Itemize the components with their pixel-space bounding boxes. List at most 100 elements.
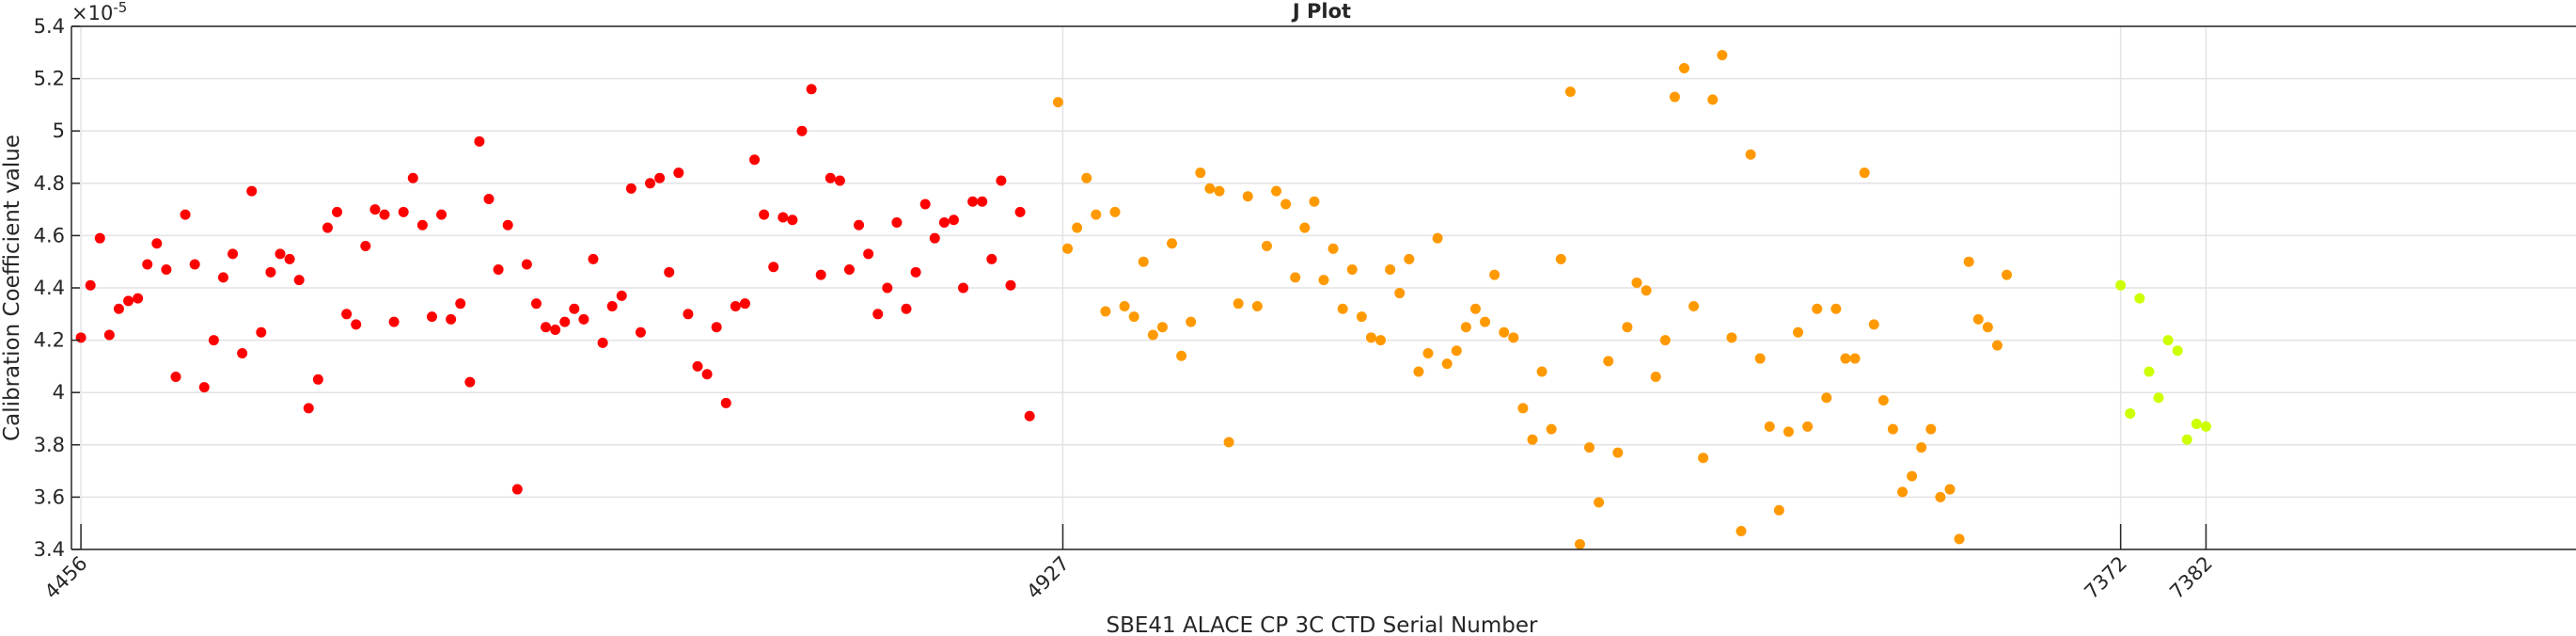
data-point xyxy=(654,172,666,183)
data-point xyxy=(388,316,400,327)
data-point xyxy=(369,204,381,215)
data-point xyxy=(1972,313,1984,325)
data-point xyxy=(1014,206,1026,217)
data-point xyxy=(2144,366,2155,377)
data-point xyxy=(1489,269,1500,280)
data-point xyxy=(720,397,731,408)
data-point xyxy=(1793,326,1804,338)
data-point xyxy=(265,266,276,278)
data-point xyxy=(1290,272,1301,283)
data-point xyxy=(1821,392,1832,404)
data-point xyxy=(416,219,428,231)
data-point xyxy=(360,241,371,252)
x-tick-label: 7382 xyxy=(2165,552,2217,604)
data-point xyxy=(312,374,323,385)
data-point xyxy=(1564,87,1576,97)
data-point xyxy=(246,185,258,197)
chart-title: J Plot xyxy=(1291,0,1351,23)
data-point xyxy=(1156,322,1168,333)
y-axis-ticks: 3.4 3.6 3.8 4 4.2 4.4 4.6 4.8 5 5.2 5.4 xyxy=(34,15,80,561)
data-point xyxy=(1385,264,1396,276)
data-point xyxy=(1081,172,1092,183)
data-point xyxy=(1024,410,1035,421)
data-point xyxy=(530,298,542,310)
data-point xyxy=(1726,332,1737,343)
data-point xyxy=(1128,311,1139,323)
data-point xyxy=(1916,442,1927,453)
data-point xyxy=(464,376,476,388)
data-point xyxy=(825,172,836,183)
data-point xyxy=(256,326,267,338)
data-point xyxy=(1119,300,1130,311)
data-point xyxy=(94,232,105,244)
data-point xyxy=(1678,62,1689,73)
data-point xyxy=(739,298,750,310)
data-point xyxy=(189,259,200,270)
data-point xyxy=(711,322,722,333)
data-point xyxy=(1204,183,1216,194)
data-point xyxy=(559,316,571,327)
data-point xyxy=(113,303,124,314)
y-tick-label: 3.8 xyxy=(34,434,65,456)
data-point xyxy=(151,238,163,249)
data-point xyxy=(958,282,969,294)
data-point xyxy=(1271,185,1282,197)
data-point xyxy=(1622,322,1633,333)
data-point xyxy=(1963,256,1974,267)
data-point xyxy=(1764,421,1775,432)
data-point xyxy=(1935,491,1946,502)
y-tick-label: 4.4 xyxy=(34,277,65,299)
data-point xyxy=(2153,392,2164,404)
data-point xyxy=(1091,209,1102,220)
data-point xyxy=(474,135,485,147)
data-point xyxy=(1612,447,1624,458)
data-point xyxy=(284,253,295,264)
data-point xyxy=(1887,423,1898,435)
data-point xyxy=(796,125,808,136)
y-tick-label: 3.4 xyxy=(34,538,65,561)
data-point xyxy=(843,264,855,276)
data-point xyxy=(303,403,314,414)
data-point xyxy=(1944,484,1956,495)
data-point xyxy=(1337,303,1348,314)
data-point xyxy=(1517,403,1529,414)
data-point xyxy=(1594,497,1605,508)
data-point xyxy=(1698,453,1709,464)
data-point xyxy=(2172,345,2183,357)
data-point xyxy=(996,175,1007,186)
data-point xyxy=(1072,222,1083,233)
data-point xyxy=(1802,421,1814,432)
y-exponent-label: ×10-5 xyxy=(71,0,127,24)
data-point xyxy=(1925,423,1937,435)
data-point xyxy=(730,300,741,311)
data-point xyxy=(161,264,172,276)
data-point xyxy=(208,335,219,346)
data-point xyxy=(701,369,713,380)
data-point xyxy=(493,264,504,276)
data-point xyxy=(1422,348,1434,358)
data-points xyxy=(75,50,2211,549)
data-point xyxy=(616,290,627,301)
data-point xyxy=(170,372,181,383)
data-point xyxy=(1508,332,1519,343)
y-axis-label: Calibration Coefficient value xyxy=(0,135,24,441)
data-point xyxy=(1327,243,1339,254)
data-point xyxy=(2162,335,2174,346)
y-tick-label: 4.2 xyxy=(34,329,65,352)
data-point xyxy=(863,248,874,260)
data-point xyxy=(1859,167,1870,179)
data-point xyxy=(1214,185,1225,197)
data-point xyxy=(1868,319,1879,330)
data-point xyxy=(85,279,96,291)
data-point xyxy=(1584,442,1595,453)
data-point xyxy=(673,167,684,179)
data-point xyxy=(625,183,636,194)
data-point xyxy=(103,329,115,341)
data-point xyxy=(398,206,409,217)
data-point xyxy=(815,269,826,280)
data-point xyxy=(502,219,513,231)
data-point xyxy=(2125,407,2136,419)
data-point xyxy=(1574,538,1585,549)
data-point xyxy=(1783,426,1794,437)
